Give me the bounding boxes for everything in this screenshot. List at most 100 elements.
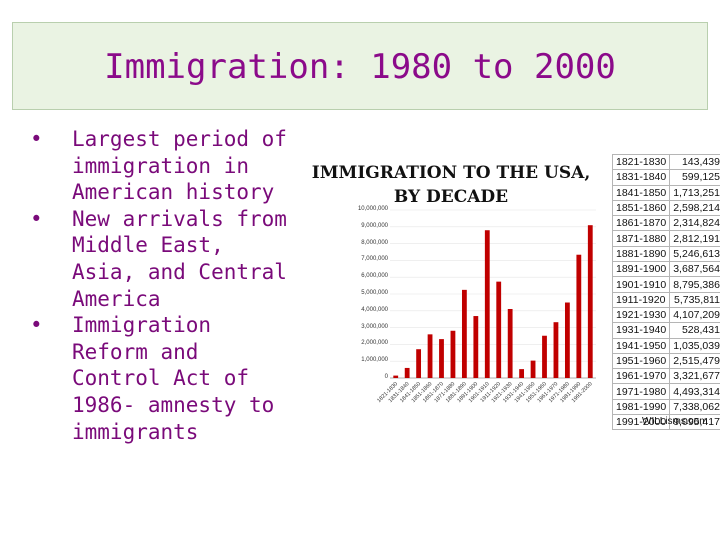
count-cell: 599,125 bbox=[669, 169, 720, 186]
bullet-dot-icon: • bbox=[30, 206, 43, 231]
count-cell: 5,735,811 bbox=[669, 291, 720, 308]
decade-cell: 1881-1890 bbox=[611, 245, 671, 263]
bar bbox=[542, 335, 547, 378]
count-cell: 1,713,251 bbox=[669, 184, 720, 201]
decade-cell: 1891-1900 bbox=[611, 261, 671, 278]
count-cell: 5,246,613 bbox=[669, 245, 720, 263]
decade-cell: 1931-1940 bbox=[611, 322, 671, 339]
bar bbox=[587, 225, 593, 378]
y-tick-label: 0 bbox=[384, 374, 388, 380]
count-cell: 143,439 bbox=[669, 153, 720, 171]
decade-cell: 1981-1990 bbox=[611, 398, 671, 416]
plot-area: 10,000,000 9,000,000 8,000,000 7,000,000 6,0… bbox=[338, 206, 598, 428]
bullet-item: • Immigration Reform and Control Act of 1… bbox=[30, 312, 290, 445]
count-cell: 8,795,386 bbox=[669, 276, 720, 293]
count-cell: 2,314,824 bbox=[669, 215, 720, 232]
source-credit: WILLisms.com bbox=[642, 416, 708, 427]
decade-cell: 1971-1980 bbox=[611, 383, 671, 400]
bar bbox=[496, 281, 502, 378]
title-banner: Immigration: 1980 to 2000 bbox=[12, 22, 708, 110]
decade-cell: 1941-1950 bbox=[611, 337, 671, 354]
bar bbox=[484, 230, 490, 378]
chart-title-line-2: BY DECADE bbox=[393, 187, 509, 207]
decade-cell: 1851-1860 bbox=[611, 199, 671, 217]
bar bbox=[450, 330, 456, 378]
table-row: 1911-1920 5,735,811 bbox=[611, 291, 720, 308]
decade-table: 1821-1830 143,439 1831-1840 599,125 1841-185… bbox=[611, 153, 720, 431]
bar bbox=[473, 316, 479, 378]
y-tick-label: 2,000,000 bbox=[361, 340, 388, 347]
y-tick-label: 7,000,000 bbox=[361, 256, 388, 263]
decade-cell: 1821-1830 bbox=[611, 153, 671, 171]
y-tick-label: 8,000,000 bbox=[361, 239, 388, 246]
decade-cell: 1951-1960 bbox=[611, 352, 671, 370]
decade-cell: 1991-2000 bbox=[611, 414, 671, 431]
table-row: 1861-1870 2,314,824 bbox=[611, 215, 720, 232]
y-tick-label: 10,000,000 bbox=[357, 206, 388, 212]
bullet-text: Immigration Reform and Control Act of 19… bbox=[72, 313, 275, 444]
count-cell: 9,095,417 bbox=[669, 414, 720, 431]
table-row: 1881-1890 5,246,613 bbox=[611, 245, 720, 263]
bullet-dot-icon: • bbox=[30, 313, 43, 338]
count-cell: 4,493,314 bbox=[669, 383, 720, 400]
count-cell: 528,431 bbox=[669, 322, 720, 339]
count-cell: 2,598,214 bbox=[669, 199, 720, 217]
table-row: 1981-1990 7,338,062 bbox=[611, 398, 720, 416]
bullet-text: New arrivals from Middle East, Asia, and… bbox=[72, 206, 287, 311]
count-cell: 3,687,564 bbox=[669, 261, 720, 278]
bar bbox=[530, 360, 536, 378]
count-cell: 1,035,039 bbox=[669, 337, 720, 354]
count-cell: 7,338,062 bbox=[669, 398, 720, 416]
y-tick-label: 9,000,000 bbox=[361, 222, 388, 229]
bullet-list: • Largest period of immigration in Americ… bbox=[30, 126, 290, 445]
slide-title: Immigration: 1980 to 2000 bbox=[104, 47, 616, 87]
table-row: 1891-1900 3,687,564 bbox=[611, 261, 720, 278]
decade-cell: 1961-1970 bbox=[611, 368, 671, 385]
bar bbox=[439, 339, 444, 378]
bar bbox=[519, 369, 525, 378]
bullet-item: • Largest period of immigration in Americ… bbox=[30, 126, 290, 206]
table-row: 1991-2000 9,095,417 bbox=[611, 414, 720, 431]
table-row: 1921-1930 4,107,209 bbox=[611, 306, 720, 324]
count-cell: 4,107,209 bbox=[669, 306, 720, 324]
count-cell: 2,515,479 bbox=[669, 352, 720, 370]
bar bbox=[393, 375, 399, 378]
chart-title-line-1: IMMIGRATION TO THE USA, bbox=[311, 163, 591, 183]
bar bbox=[576, 254, 582, 378]
bar bbox=[461, 289, 467, 378]
y-tick-label: 1,000,000 bbox=[361, 357, 388, 364]
table-row: 1971-1980 4,493,314 bbox=[611, 383, 720, 400]
decade-cell: 1921-1930 bbox=[611, 306, 671, 324]
decade-cell: 1911-1920 bbox=[611, 291, 671, 308]
immigration-chart-image: IMMIGRATION TO THE USA, BY DECADE 10,000… bbox=[286, 153, 720, 438]
y-tick-label: 6,000,000 bbox=[361, 273, 388, 280]
bar bbox=[564, 302, 570, 378]
bar bbox=[553, 322, 559, 378]
bullet-item: • New arrivals from Middle East, Asia, an… bbox=[30, 206, 290, 312]
decade-cell: 1901-1910 bbox=[611, 276, 671, 293]
decade-cell: 1841-1850 bbox=[611, 184, 671, 201]
table-row: 1851-1860 2,598,214 bbox=[611, 199, 720, 217]
table-row: 1951-1960 2,515,479 bbox=[611, 352, 720, 370]
bar bbox=[427, 334, 433, 378]
y-tick-label: 5,000,000 bbox=[361, 290, 388, 296]
bar bbox=[404, 367, 410, 378]
count-cell: 3,321,677 bbox=[669, 368, 720, 385]
bullet-text: Largest period of immigration in America… bbox=[72, 127, 287, 205]
bullet-dot-icon: • bbox=[30, 127, 43, 151]
count-cell: 2,812,191 bbox=[669, 230, 720, 247]
table-row: 1871-1880 2,812,191 bbox=[611, 230, 720, 247]
y-tick-label: 3,000,000 bbox=[361, 323, 388, 330]
table-row: 1941-1950 1,035,039 bbox=[611, 337, 720, 354]
table-row: 1821-1830 143,439 bbox=[611, 153, 720, 171]
table-row: 1961-1970 3,321,677 bbox=[611, 368, 720, 385]
decade-cell: 1861-1870 bbox=[611, 215, 671, 232]
table-row: 1831-1840 599,125 bbox=[611, 169, 720, 186]
table-row: 1931-1940 528,431 bbox=[611, 322, 720, 339]
decade-cell: 1871-1880 bbox=[611, 230, 671, 247]
bar bbox=[416, 349, 422, 378]
y-tick-label: 4,000,000 bbox=[361, 306, 388, 313]
table-row: 1841-1850 1,713,251 bbox=[611, 184, 720, 201]
decade-cell: 1831-1840 bbox=[611, 169, 671, 186]
table-row: 1901-1910 8,795,386 bbox=[611, 276, 720, 293]
